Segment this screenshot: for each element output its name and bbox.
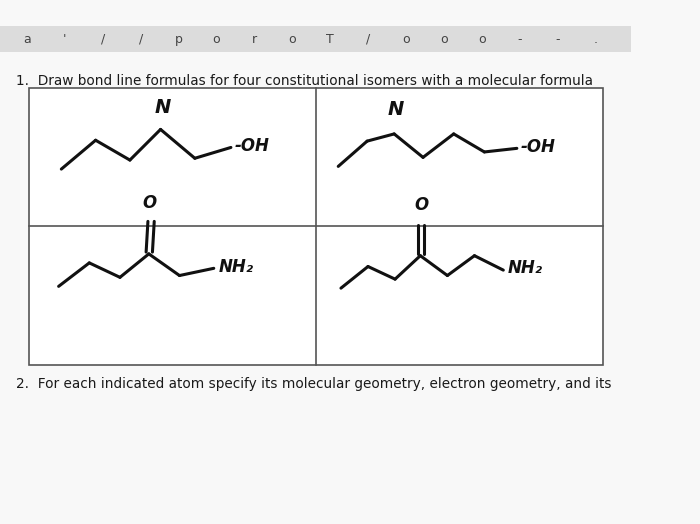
Text: 1.  Draw bond line formulas for four constitutional isomers with a molecular for: 1. Draw bond line formulas for four cons… xyxy=(16,74,593,89)
Text: C₅H₁₁ON. All atoms within all four isomers should have a formal charge of zero. : C₅H₁₁ON. All atoms within all four isome… xyxy=(16,89,589,103)
Text: r: r xyxy=(252,32,257,46)
Text: pts: pts xyxy=(16,103,55,117)
Text: NH₂: NH₂ xyxy=(508,259,542,277)
Text: O: O xyxy=(143,194,157,212)
Text: -: - xyxy=(555,32,560,46)
Text: -OH: -OH xyxy=(520,137,555,156)
Text: /: / xyxy=(101,32,105,46)
Text: -OH: -OH xyxy=(234,137,270,155)
Text: o: o xyxy=(213,32,220,46)
Text: N: N xyxy=(388,101,404,119)
Text: /: / xyxy=(139,32,143,46)
Text: 2.  For each indicated atom specify its molecular geometry, electron geometry, a: 2. For each indicated atom specify its m… xyxy=(16,377,612,390)
Text: /: / xyxy=(366,32,370,46)
Text: N: N xyxy=(154,98,171,117)
Text: o: o xyxy=(402,32,409,46)
Text: T: T xyxy=(326,32,334,46)
Text: ': ' xyxy=(63,32,66,46)
Text: o: o xyxy=(478,32,486,46)
Text: o: o xyxy=(440,32,447,46)
Text: NH₂: NH₂ xyxy=(218,257,253,276)
Text: O: O xyxy=(414,196,428,214)
Text: .: . xyxy=(594,32,597,46)
Bar xyxy=(0,26,631,52)
Text: -: - xyxy=(517,32,522,46)
Bar xyxy=(29,88,603,365)
Text: p: p xyxy=(175,32,183,46)
Text: o: o xyxy=(288,32,296,46)
Text: a: a xyxy=(23,32,31,46)
